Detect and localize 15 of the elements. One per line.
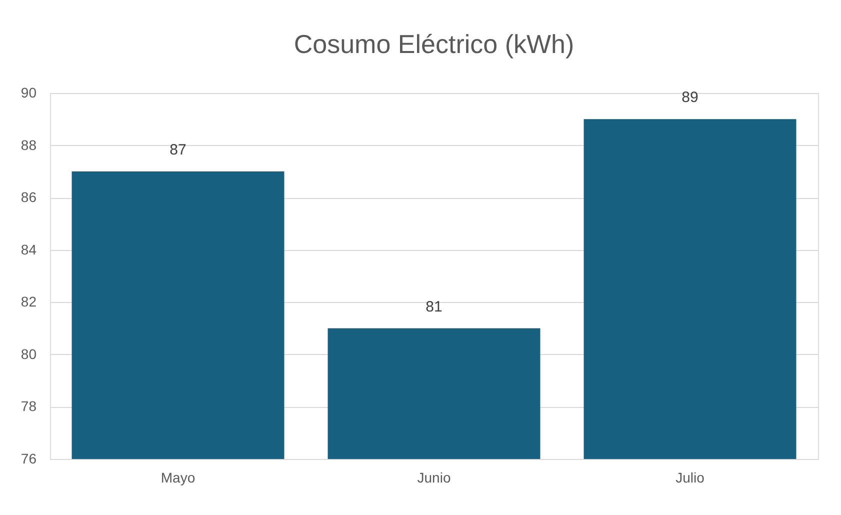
x-tick-label: Junio [417, 470, 451, 486]
y-tick-label: 80 [20, 346, 37, 362]
y-tick-label: 86 [20, 189, 37, 206]
y-tick-label: 88 [20, 136, 37, 153]
y-tick-label: 82 [20, 294, 37, 310]
data-label: 87 [170, 141, 186, 158]
data-label: 89 [682, 89, 698, 106]
chart-title: Cosumo Eléctrico (kWh) [294, 29, 574, 59]
y-tick-label: 84 [20, 241, 37, 258]
y-tick-label: 76 [20, 450, 37, 466]
data-label: 81 [426, 298, 442, 316]
x-tick-label: Mayo [160, 470, 196, 486]
y-tick-label: 78 [20, 398, 37, 414]
y-tick-label: 90 [20, 84, 37, 100]
x-tick-label: Julio [676, 470, 705, 486]
